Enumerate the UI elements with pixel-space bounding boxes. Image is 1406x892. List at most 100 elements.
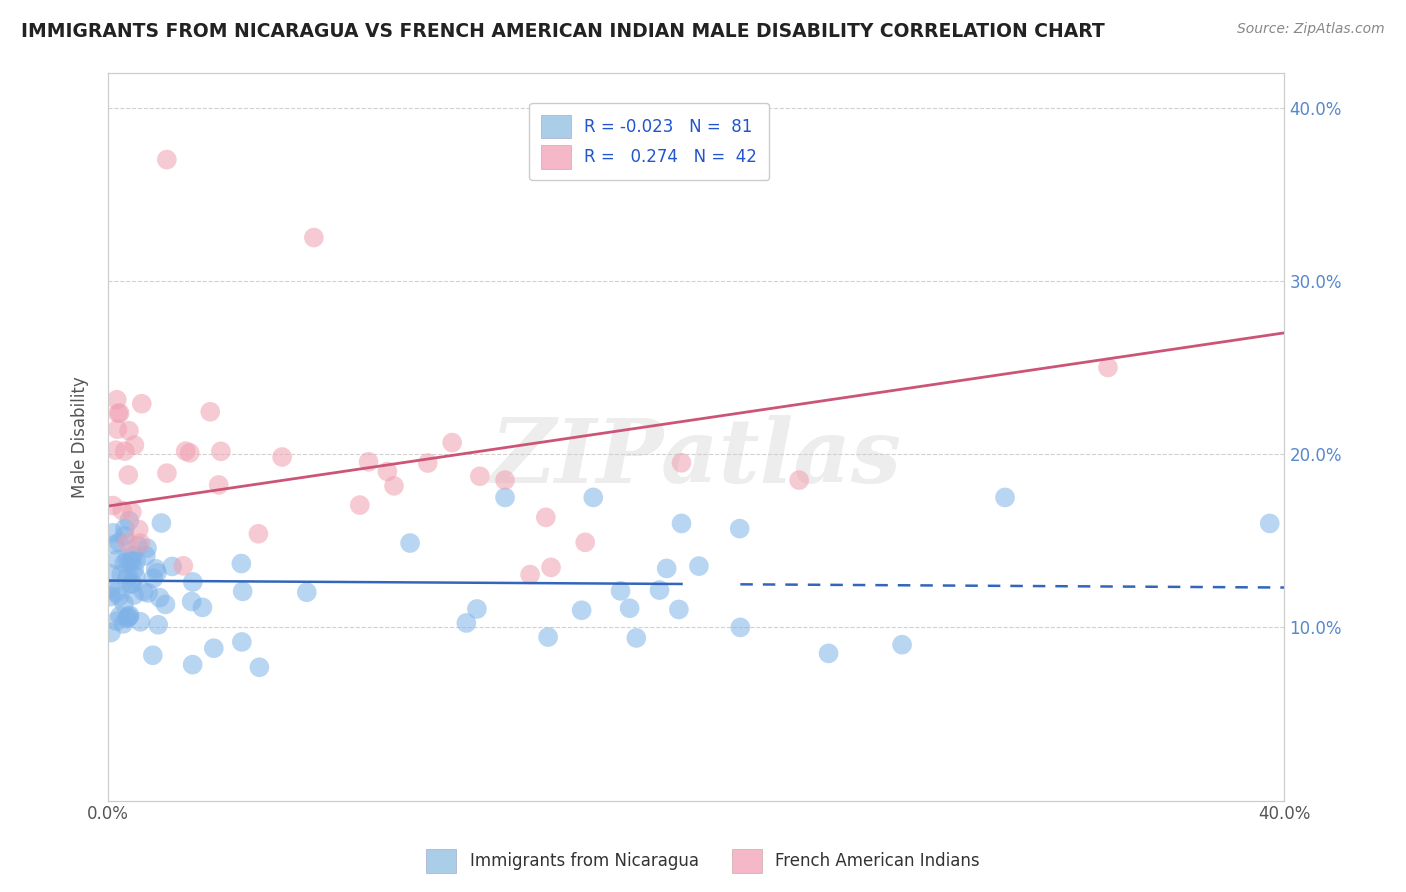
Point [114, 444, 136, 458]
Point [127, 539, 149, 553]
Point [146, 566, 169, 580]
Point [441, 435, 464, 450]
Point [122, 588, 145, 602]
Point [231, 635, 253, 649]
Point [124, 438, 146, 452]
Point [121, 576, 143, 591]
Point [107, 422, 129, 436]
Point [156, 466, 179, 480]
Point [626, 631, 648, 645]
Point [104, 538, 127, 552]
Point [247, 526, 270, 541]
Point [100, 582, 122, 596]
Point [494, 473, 516, 487]
Point [817, 646, 839, 660]
Point [142, 648, 165, 663]
Point [465, 602, 488, 616]
Point [156, 153, 179, 167]
Point [108, 608, 131, 623]
Point [271, 450, 294, 464]
Point [149, 591, 172, 605]
Legend: Immigrants from Nicaragua, French American Indians: Immigrants from Nicaragua, French Americ… [419, 842, 987, 880]
Point [121, 554, 143, 568]
Point [117, 467, 139, 482]
Point [357, 455, 380, 469]
Point [181, 657, 204, 672]
Point [112, 616, 135, 631]
Point [209, 444, 232, 458]
Point [121, 505, 143, 519]
Point [399, 536, 422, 550]
Point [671, 456, 693, 470]
Point [787, 473, 810, 487]
Point [145, 562, 167, 576]
Text: ZIPatlas: ZIPatlas [491, 416, 901, 502]
Point [104, 443, 127, 458]
Point [112, 556, 135, 570]
Point [136, 541, 159, 555]
Point [118, 609, 141, 624]
Point [110, 567, 132, 582]
Point [179, 446, 201, 460]
Point [148, 617, 170, 632]
Point [302, 230, 325, 244]
Point [111, 503, 134, 517]
Point [105, 585, 128, 599]
Point [112, 597, 135, 611]
Point [105, 392, 128, 407]
Point [377, 465, 399, 479]
Point [295, 585, 318, 599]
Point [349, 498, 371, 512]
Point [648, 582, 671, 597]
Point [117, 552, 139, 566]
Point [494, 491, 516, 505]
Point [619, 601, 641, 615]
Point [582, 491, 605, 505]
Point [115, 611, 138, 625]
Point [120, 555, 142, 569]
Point [121, 549, 143, 563]
Point [181, 574, 204, 589]
Point [105, 552, 128, 566]
Point [128, 523, 150, 537]
Point [114, 521, 136, 535]
Point [671, 516, 693, 531]
Point [232, 584, 254, 599]
Point [688, 559, 710, 574]
Point [202, 641, 225, 656]
Point [124, 569, 146, 583]
Point [108, 535, 131, 549]
Point [247, 660, 270, 674]
Point [208, 478, 231, 492]
Point [101, 499, 124, 513]
Point [132, 584, 155, 599]
Point [115, 572, 138, 586]
Point [118, 608, 141, 623]
Point [107, 406, 129, 420]
Point [118, 514, 141, 528]
Point [728, 522, 751, 536]
Point [131, 397, 153, 411]
Point [108, 590, 131, 604]
Y-axis label: Male Disability: Male Disability [72, 376, 89, 498]
Point [191, 600, 214, 615]
Point [1258, 516, 1281, 531]
Point [1097, 360, 1119, 375]
Point [150, 516, 173, 530]
Point [174, 444, 197, 458]
Point [129, 615, 152, 629]
Point [136, 586, 159, 600]
Point [117, 610, 139, 624]
Point [200, 405, 222, 419]
Point [730, 620, 752, 634]
Point [574, 535, 596, 549]
Point [101, 525, 124, 540]
Point [125, 554, 148, 568]
Point [108, 406, 131, 420]
Point [117, 568, 139, 582]
Point [382, 479, 405, 493]
Point [537, 630, 560, 644]
Text: IMMIGRANTS FROM NICARAGUA VS FRENCH AMERICAN INDIAN MALE DISABILITY CORRELATION : IMMIGRANTS FROM NICARAGUA VS FRENCH AMER… [21, 22, 1105, 41]
Point [172, 558, 194, 573]
Point [180, 594, 202, 608]
